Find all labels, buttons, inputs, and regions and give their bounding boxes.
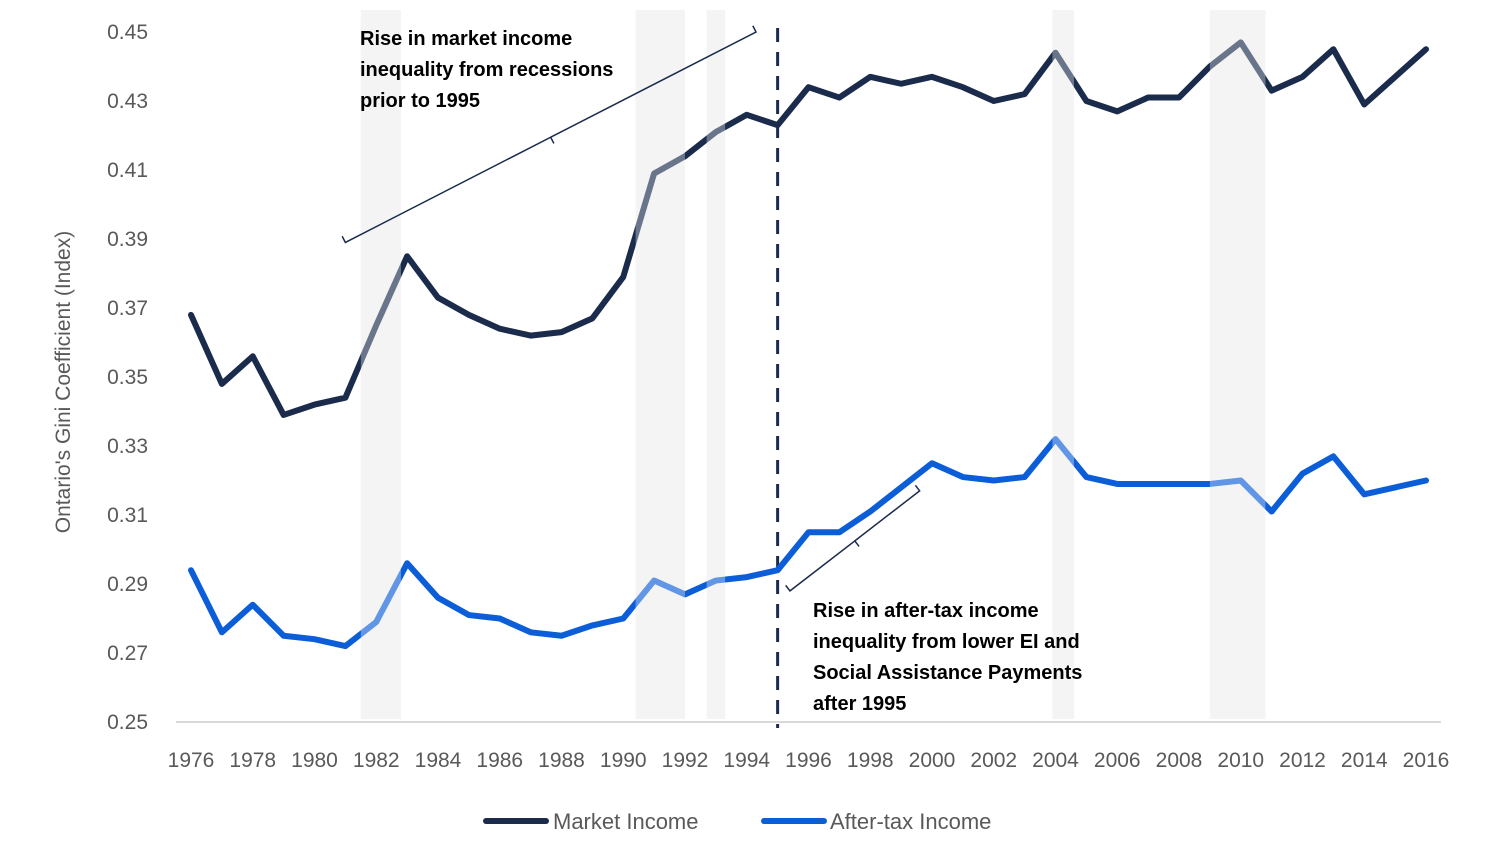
recession-wash xyxy=(635,10,685,719)
annotation-text-market: prior to 1995 xyxy=(360,90,480,112)
y-axis-ticks: 0.25 0.27 0.29 0.31 0.33 0.35 0.37 0.39 0.41 0.43… xyxy=(107,21,148,734)
y-tick-label: 0.29 xyxy=(107,573,148,596)
x-tick-label: 1988 xyxy=(538,749,585,772)
legend: Market Income After-tax Income xyxy=(483,809,991,834)
recession-wash xyxy=(1052,10,1075,719)
recession-band xyxy=(635,10,685,719)
recession-band xyxy=(1209,10,1266,719)
x-tick-label: 1998 xyxy=(847,749,894,772)
x-tick-label: 2002 xyxy=(970,749,1017,772)
annotation-text-aftertax: after 1995 xyxy=(813,693,906,715)
recession-wash-layer xyxy=(360,10,1266,719)
x-tick-label: 2004 xyxy=(1032,749,1079,772)
x-tick-label: 2012 xyxy=(1279,749,1326,772)
series-layer xyxy=(188,10,1429,719)
annotation-bracket-market xyxy=(341,25,758,244)
y-tick-label: 0.39 xyxy=(107,228,148,251)
x-tick-label: 1984 xyxy=(415,749,462,772)
x-tick-label: 2010 xyxy=(1217,749,1264,772)
x-axis-ticks: 1976 1978 1980 1982 1984 1986 1988 1990 1992 1994… xyxy=(168,749,1450,772)
legend-label-after-tax-income: After-tax Income xyxy=(830,809,991,834)
y-tick-label: 0.25 xyxy=(107,711,148,734)
x-tick-label: 2016 xyxy=(1403,749,1450,772)
recession-wash xyxy=(706,10,726,719)
y-tick-label: 0.37 xyxy=(107,297,148,320)
recession-shading-layer xyxy=(360,10,1266,719)
legend-label-market-income: Market Income xyxy=(553,809,699,834)
x-tick-label: 1992 xyxy=(662,749,709,772)
annotation-text-market: inequality from recessions xyxy=(360,59,613,81)
annotation-text-aftertax: inequality from lower EI and xyxy=(813,631,1080,653)
x-tick-label: 1990 xyxy=(600,749,647,772)
recession-band xyxy=(1052,10,1075,719)
x-tick-label: 2014 xyxy=(1341,749,1388,772)
recession-wash xyxy=(1209,10,1266,719)
annotations-layer: Rise in market income inequality from rec… xyxy=(341,25,1082,715)
x-tick-label: 1980 xyxy=(291,749,338,772)
recession-band xyxy=(706,10,726,719)
recession-wash xyxy=(360,10,401,719)
recession-band xyxy=(360,10,401,719)
x-tick-label: 1986 xyxy=(476,749,523,772)
x-tick-label: 1994 xyxy=(723,749,770,772)
annotation-text-aftertax: Social Assistance Payments xyxy=(813,662,1082,684)
y-tick-label: 0.35 xyxy=(107,366,148,389)
x-tick-label: 1996 xyxy=(785,749,832,772)
x-tick-label: 2000 xyxy=(909,749,956,772)
x-tick-label: 1982 xyxy=(353,749,400,772)
y-tick-label: 0.31 xyxy=(107,504,148,527)
y-tick-label: 0.43 xyxy=(107,90,148,113)
y-tick-label: 0.41 xyxy=(107,159,148,182)
x-tick-label: 1976 xyxy=(168,749,215,772)
y-tick-label: 0.33 xyxy=(107,435,148,458)
y-tick-label: 0.27 xyxy=(107,642,148,665)
y-tick-label: 0.45 xyxy=(107,21,148,44)
annotation-bracket-aftertax xyxy=(785,484,921,592)
y-axis-title: Ontario's Gini Coefficient (Index) xyxy=(52,231,75,533)
x-tick-label: 1978 xyxy=(229,749,276,772)
annotation-text-market: Rise in market income xyxy=(360,28,572,50)
x-tick-label: 2008 xyxy=(1156,749,1203,772)
annotation-text-aftertax: Rise in after-tax income xyxy=(813,600,1039,622)
x-tick-label: 2006 xyxy=(1094,749,1141,772)
